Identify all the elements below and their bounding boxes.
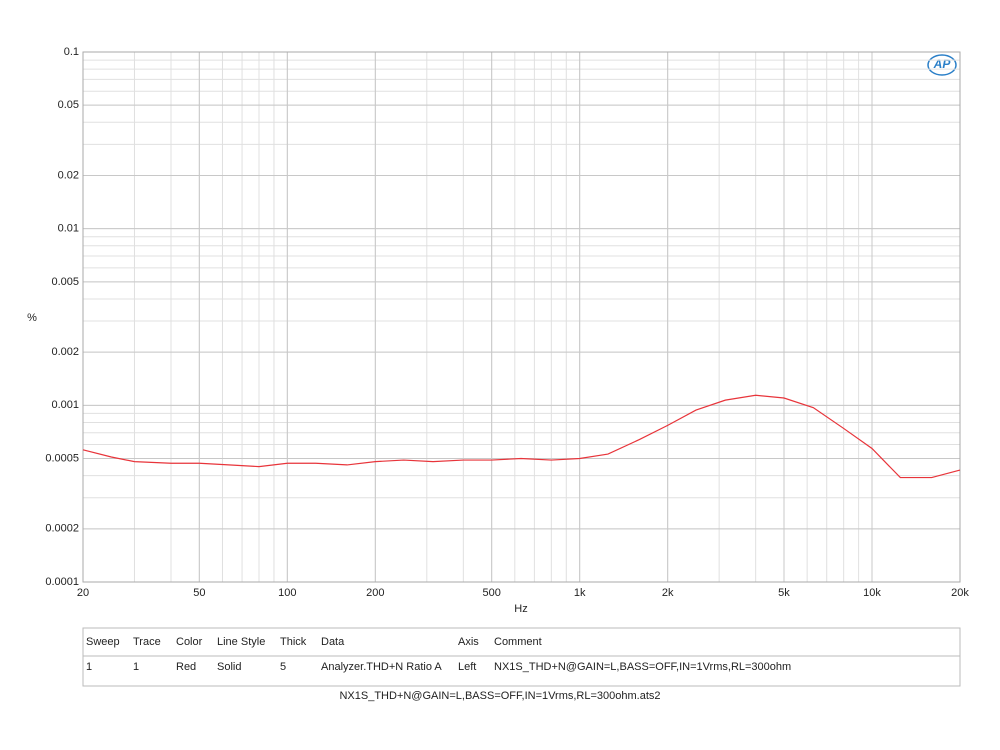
y-tick-label: 0.0005: [45, 452, 79, 464]
y-tick-label: 0.001: [51, 399, 79, 411]
x-tick-label: 20: [77, 587, 89, 599]
x-tick-label: 50: [193, 587, 205, 599]
table-header: Comment: [494, 636, 542, 648]
y-tick-label: 0.005: [51, 276, 79, 288]
table-cell: 5: [280, 661, 286, 673]
table-cell: 1: [86, 661, 92, 673]
table-cell: 1: [133, 661, 139, 673]
y-tick-label: 0.05: [58, 99, 79, 111]
y-tick-label: 0.0002: [45, 523, 79, 535]
x-tick-label: 5k: [778, 587, 790, 599]
y-tick-label: 0.002: [51, 346, 79, 358]
table-header: Line Style: [217, 636, 265, 648]
x-axis-label: Hz: [514, 603, 527, 615]
table-header: Thick: [280, 636, 307, 648]
x-tick-label: 1k: [574, 587, 586, 599]
legend-table-frame: [82, 627, 961, 687]
table-cell: Solid: [217, 661, 241, 673]
logo-ring: [927, 54, 957, 76]
y-tick-label: 0.1: [64, 46, 79, 58]
table-header: Trace: [133, 636, 161, 648]
table-header: Data: [321, 636, 345, 648]
y-axis-label: %: [27, 312, 37, 324]
data-line: [82, 394, 961, 479]
table-header: Sweep: [86, 636, 120, 648]
table-cell: NX1S_THD+N@GAIN=L,BASS=OFF,IN=1Vrms,RL=3…: [494, 661, 791, 673]
x-tick-label: 200: [366, 587, 384, 599]
x-tick-label: 500: [482, 587, 500, 599]
logo: AP: [933, 57, 952, 71]
x-tick-label: 20k: [951, 587, 969, 599]
footer: NX1S_THD+N@GAIN=L,BASS=OFF,IN=1Vrms,RL=3…: [339, 690, 660, 702]
y-tick-label: 0.0001: [45, 576, 79, 588]
x-tick-label: 100: [278, 587, 296, 599]
x-tick-label: 2k: [662, 587, 674, 599]
y-tick-label: 0.02: [58, 169, 79, 181]
table-cell: Analyzer.THD+N Ratio A: [321, 661, 442, 673]
table-cell: Red: [176, 661, 196, 673]
table-cell: Left: [458, 661, 476, 673]
table-header: Axis: [458, 636, 479, 648]
y-tick-label: 0.01: [58, 223, 79, 235]
plot-frame: [82, 51, 961, 583]
table-header: Color: [176, 636, 203, 648]
x-tick-label: 10k: [863, 587, 881, 599]
